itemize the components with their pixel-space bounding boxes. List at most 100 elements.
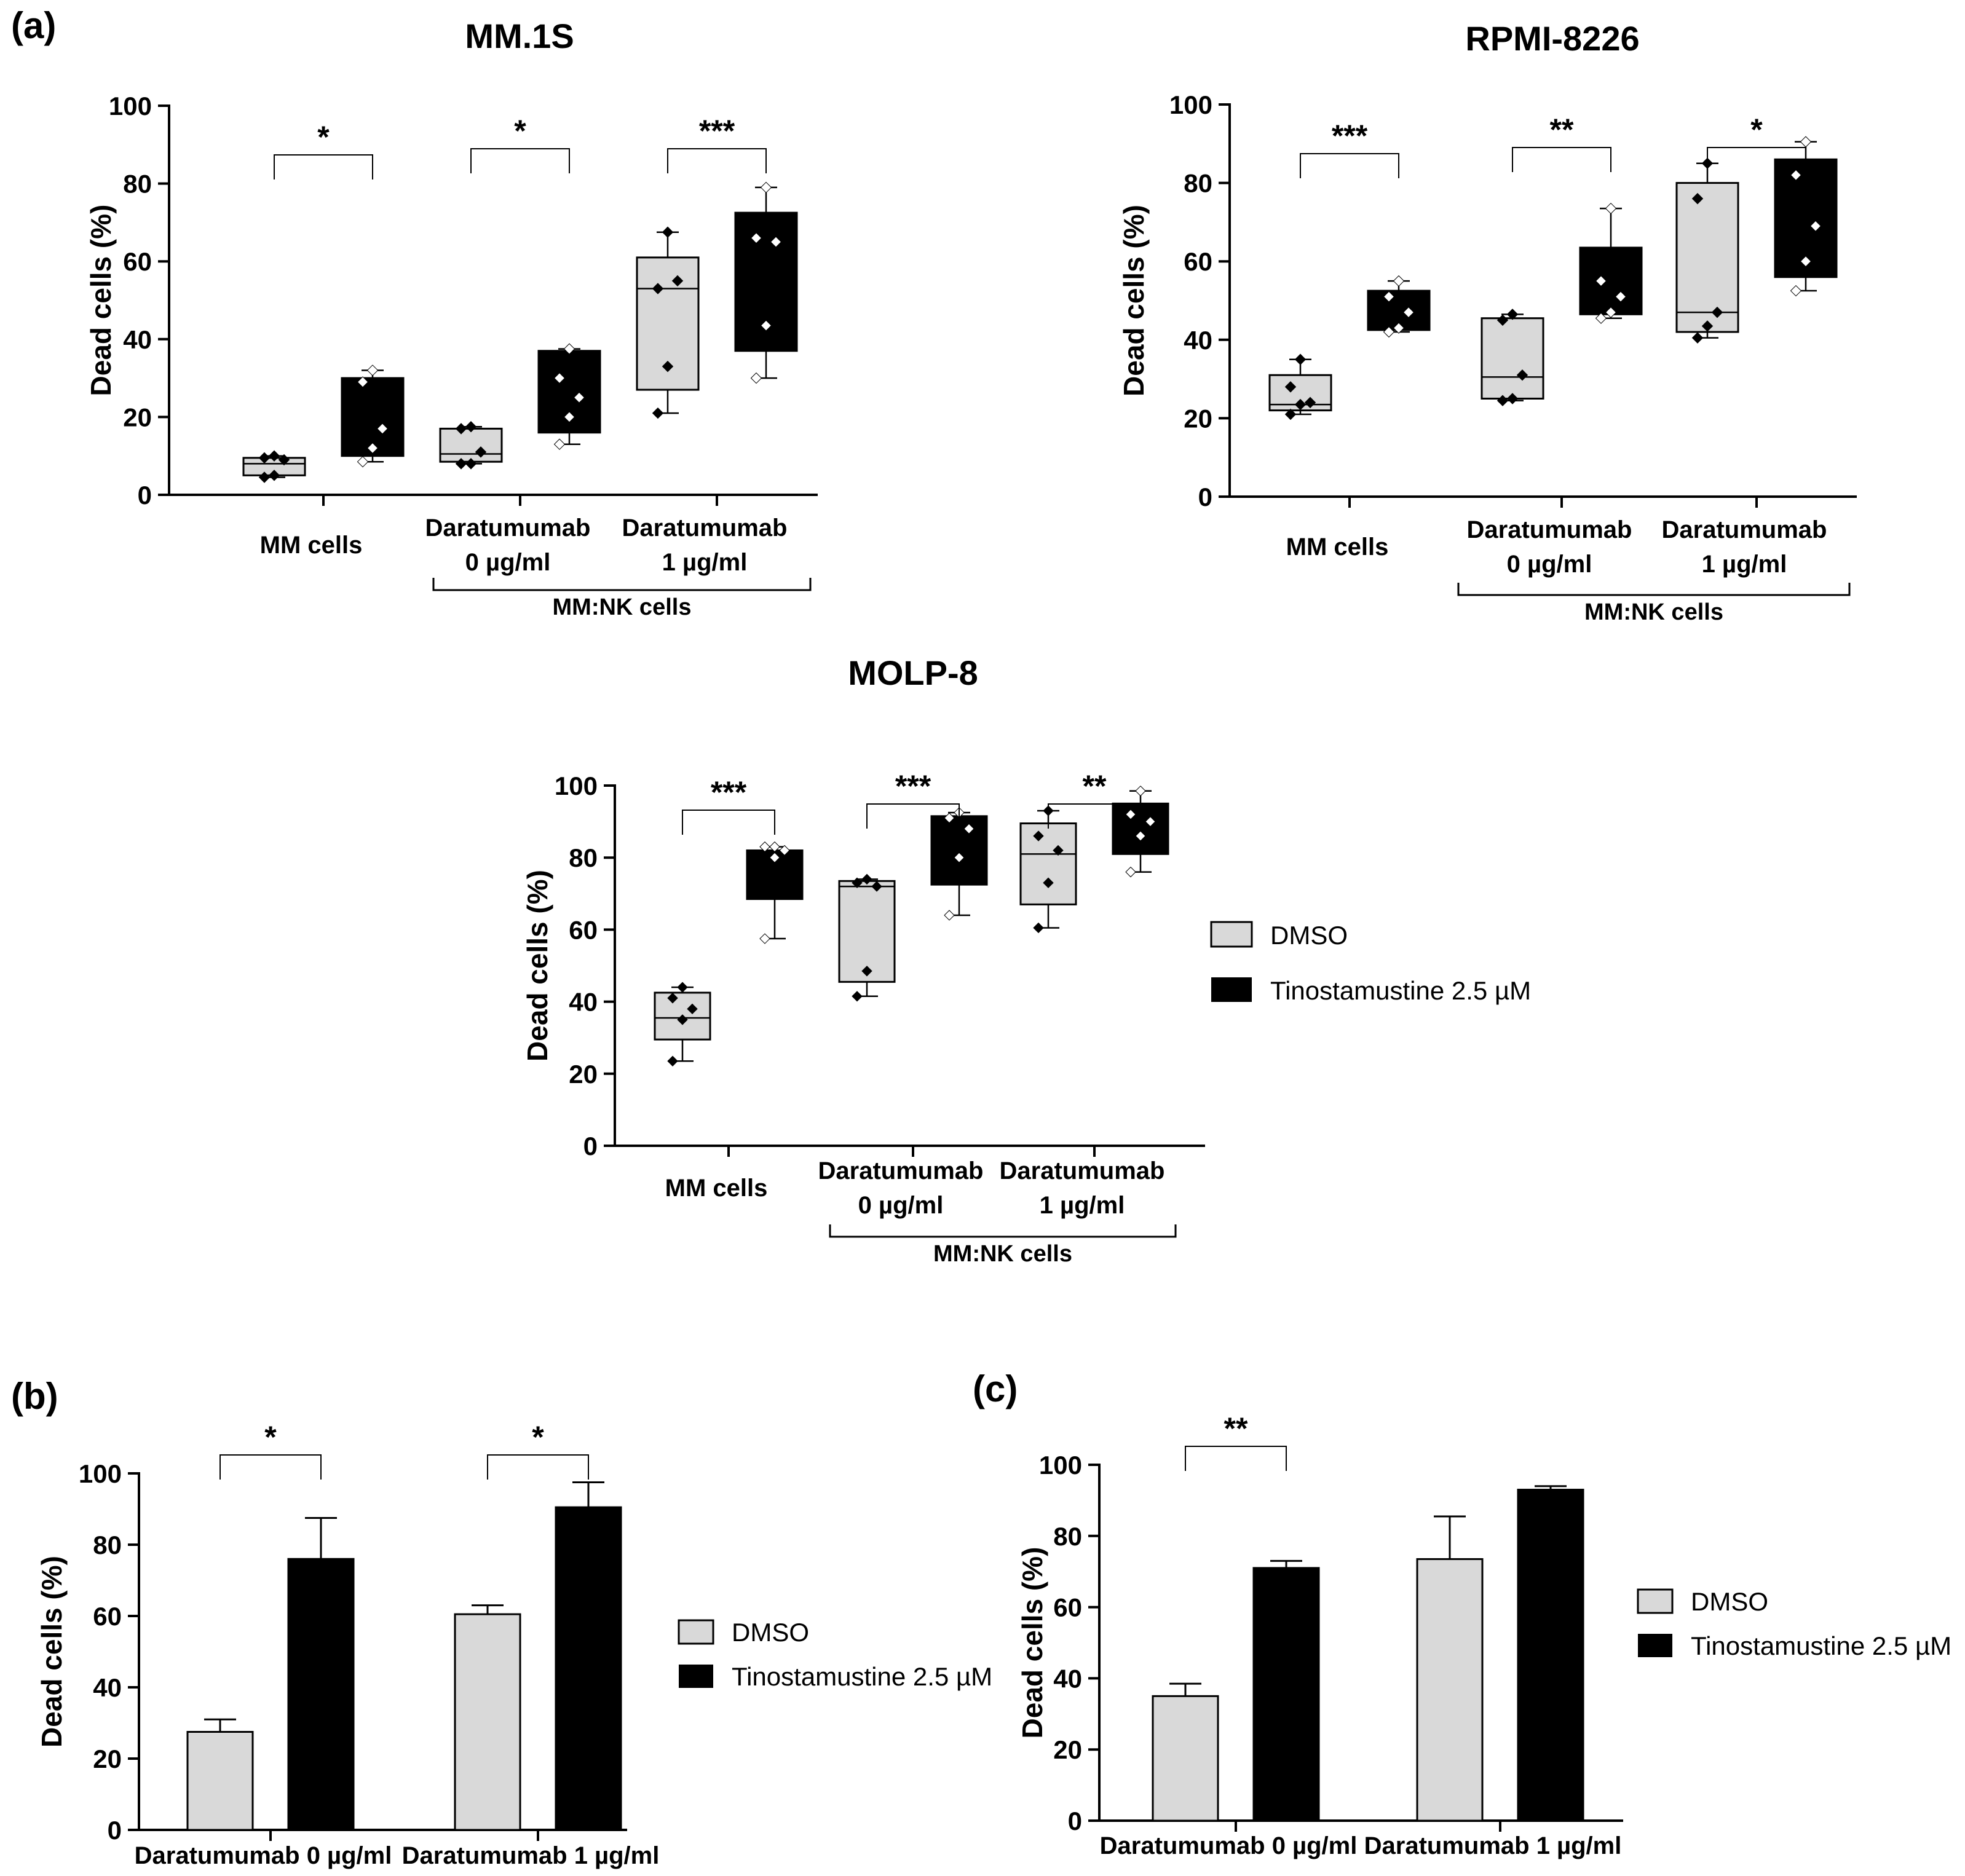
- molp8-data-point: [769, 841, 780, 853]
- molp8-data-point: [687, 1003, 698, 1015]
- mm1s-x-tick-label: 0 µg/ml: [465, 549, 551, 576]
- rpmi-data-point: [1711, 306, 1723, 318]
- b-bar: [287, 1558, 355, 1831]
- rpmi-box: [1675, 182, 1739, 333]
- molp8-data-point: [667, 1055, 678, 1066]
- rpmi-significance-bracket: [1300, 153, 1399, 178]
- panel-label-c: (c): [973, 1368, 1018, 1409]
- rpmi-data-point: [1402, 306, 1415, 318]
- molp8-x-tick-label: MM cells: [665, 1175, 768, 1202]
- c-y-tick-label: 40: [1053, 1664, 1082, 1693]
- molp8-data-point: [1033, 922, 1044, 934]
- rpmi-y-tick-label: 60: [1184, 247, 1212, 276]
- legend-b-tino-label: Tinostamustine 2.5 µM: [732, 1662, 992, 1691]
- legend-c-dmso-label: DMSO: [1691, 1587, 1768, 1616]
- rpmi-data-point: [1294, 398, 1307, 411]
- rpmi-data-point: [1809, 220, 1822, 232]
- molp8-data-point: [1145, 816, 1156, 827]
- molp8-x-tick-label: 1 µg/ml: [1040, 1192, 1125, 1219]
- mm1s-data-point: [366, 365, 379, 376]
- b-significance-label: *: [532, 1420, 544, 1454]
- rpmi-data-point: [1691, 332, 1704, 344]
- chart-molp-8: 0 20 40 60 80 100 Dead cells (%) MOLP-8 MM cells…: [521, 653, 1205, 1267]
- molp8-data-point: [677, 1014, 688, 1025]
- c-x-tick-label: Daratumumab 0 µg/ml: [1100, 1832, 1358, 1859]
- molp8-significance-label: **: [1083, 769, 1107, 803]
- mm1s-data-point: [376, 423, 389, 435]
- b-significance-bracket: [487, 1454, 589, 1480]
- mm1s-data-point: [278, 454, 290, 466]
- molp8-title: MOLP-8: [848, 653, 978, 692]
- legend-b-tino-swatch: [679, 1665, 713, 1688]
- c-bar: [1517, 1489, 1584, 1822]
- c-y-tick-label: 20: [1053, 1735, 1082, 1764]
- mm1s-data-point: [553, 438, 566, 450]
- mm1s-data-point: [750, 372, 762, 384]
- c-significance-label: **: [1224, 1411, 1248, 1446]
- rpmi-y-tick-label: 0: [1198, 483, 1212, 511]
- mm1s-data-point: [455, 458, 467, 470]
- b-bar: [454, 1613, 521, 1831]
- rpmi-data-point: [1605, 306, 1617, 318]
- rpmi-data-point: [1393, 275, 1405, 287]
- mm1s-data-point: [760, 320, 772, 331]
- molp8-significance-label: ***: [711, 775, 747, 810]
- rpmi-significance-bracket: [1707, 147, 1806, 172]
- mm1s-data-point: [563, 343, 575, 355]
- rpmi-x-tick-label: Daratumumab: [1662, 516, 1827, 543]
- legend-b-dmso-swatch: [678, 1619, 714, 1645]
- mm1s-significance-label: ***: [699, 114, 735, 148]
- mm1s-box: [439, 427, 503, 463]
- molp8-data-point: [944, 813, 955, 824]
- mm1s-title: MM.1S: [465, 17, 574, 55]
- molp8-significance-bracket: [866, 803, 960, 829]
- mm1s-x-tick-label: Daratumumab: [425, 514, 591, 542]
- rpmi-x-tick-label: Daratumumab: [1467, 516, 1632, 543]
- b-y-axis-label: Dead cells (%): [36, 1556, 68, 1748]
- mm1s-data-point: [652, 407, 664, 419]
- rpmi-x-tick-label: MM cells: [1286, 534, 1389, 561]
- molp8-data-point: [1033, 830, 1044, 841]
- rpmi-significance-label: *: [1750, 112, 1763, 147]
- rpmi-y-tick-label: 20: [1184, 404, 1212, 433]
- molp8-data-point: [861, 966, 872, 977]
- mm1s-data-point: [671, 275, 684, 287]
- rpmi-data-point: [1516, 369, 1528, 381]
- rpmi-data-point: [1506, 309, 1519, 320]
- rpmi-data-point: [1304, 396, 1316, 409]
- rpmi-data-point: [1294, 353, 1307, 365]
- rpmi-data-point: [1615, 291, 1627, 302]
- mm1s-significance-label: *: [514, 114, 526, 148]
- rpmi-data-point: [1691, 192, 1704, 205]
- rpmi-data-point: [1496, 395, 1509, 406]
- legend-a-dmso-swatch: [1210, 921, 1253, 948]
- chart-rpmi-8226: 0 20 40 60 80 100 Dead cells (%) RPMI-8226 MM ce…: [1118, 19, 1857, 625]
- rpmi-significance-label: **: [1550, 112, 1574, 147]
- legend-a-dmso-label: DMSO: [1270, 921, 1348, 950]
- rpmi-data-point: [1383, 326, 1395, 338]
- molp8-x-tick-label: Daratumumab: [818, 1157, 984, 1184]
- chart-c: 0 20 40 60 80 100 Dead cells (%) Daratumumab 0 …: [1016, 1411, 1623, 1859]
- molp8-group-label: MM:NK cells: [933, 1241, 1072, 1267]
- molp8-data-point: [852, 991, 863, 1002]
- mm1s-data-point: [760, 181, 772, 194]
- mm1s-y-tick-label: 80: [123, 170, 152, 199]
- molp8-data-point: [1043, 877, 1054, 888]
- rpmi-data-point: [1383, 291, 1395, 302]
- mm1s-data-point: [475, 446, 487, 458]
- c-y-tick-label: 0: [1068, 1807, 1082, 1835]
- rpmi-data-point: [1284, 381, 1297, 393]
- mm1s-data-point: [662, 360, 674, 372]
- rpmi-y-axis-label: Dead cells (%): [1118, 205, 1150, 396]
- mm1s-data-point: [465, 421, 477, 433]
- legend-a-tino-label: Tinostamustine 2.5 µM: [1270, 976, 1531, 1005]
- c-y-axis-label: Dead cells (%): [1016, 1547, 1048, 1739]
- molp8-y-tick-label: 20: [569, 1060, 598, 1089]
- mm1s-significance-label: *: [317, 120, 330, 154]
- molp8-y-tick-label: 60: [569, 915, 598, 944]
- rpmi-y-tick-label: 100: [1169, 90, 1212, 119]
- c-y-tick-label: 80: [1053, 1522, 1082, 1551]
- c-bar: [1152, 1695, 1219, 1822]
- rpmi-box: [1481, 317, 1544, 400]
